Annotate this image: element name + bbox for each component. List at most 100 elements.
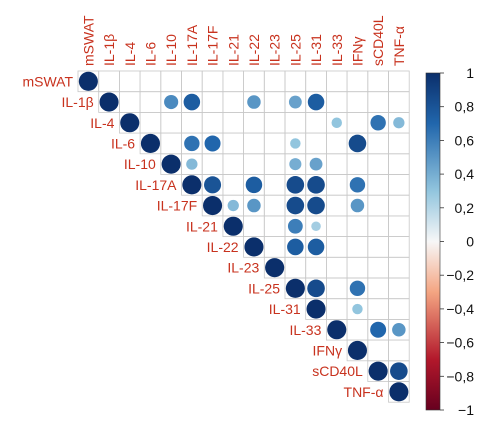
grid-cell xyxy=(160,132,182,155)
corr-il-6-il-17f xyxy=(204,135,221,152)
corr-il-22-il-25 xyxy=(287,238,304,256)
grid-cell xyxy=(243,132,265,155)
corr-il-25-il-31 xyxy=(307,279,325,298)
grid-cell xyxy=(388,381,410,403)
grid-cell xyxy=(325,236,348,258)
grid-cell xyxy=(222,132,244,155)
row-label-il-10: IL-10 xyxy=(124,156,156,172)
grid-cell xyxy=(325,277,348,300)
corr-il-6-ifngamma xyxy=(348,134,367,153)
corr-il-4-scd40l xyxy=(370,115,386,131)
corr-il-21-il-31 xyxy=(311,221,321,232)
grid-cell xyxy=(263,132,286,155)
col-label-il-31: IL-31 xyxy=(308,34,324,66)
corr-scd40l-scd40l xyxy=(368,361,388,381)
row-label-il-25: IL-25 xyxy=(248,280,280,296)
grid-cell xyxy=(325,153,348,175)
grid-cell xyxy=(305,256,327,279)
col-label-il-6: IL-6 xyxy=(142,42,158,66)
row-label-il-22: IL-22 xyxy=(207,239,239,255)
grid-cell xyxy=(201,91,224,113)
colorbar-tick-label: 0,2 xyxy=(455,200,475,216)
corr-mswat-mswat xyxy=(78,71,98,91)
grid-cell xyxy=(305,70,327,93)
grid-cell xyxy=(346,91,369,113)
colorbar-tick-label: 0 xyxy=(466,234,474,250)
corr-il-22-il-31 xyxy=(307,238,325,256)
row-labels: mSWAT IL-1β IL-4 IL-6 IL-10 IL-17A IL-17F IL-21… xyxy=(22,73,383,400)
grid-cell xyxy=(243,215,265,237)
grid-cell xyxy=(367,70,389,93)
corr-il-10-il-10 xyxy=(161,154,181,174)
grid-cell xyxy=(222,112,244,134)
grid-cell xyxy=(222,174,244,196)
colorbar-tick-label: 0,8 xyxy=(455,99,475,115)
colorbar-tick-label: −0,8 xyxy=(446,368,474,384)
corr-il-1beta-il-22 xyxy=(247,95,261,109)
corr-il-17f-il-31 xyxy=(307,196,325,215)
grid-cell xyxy=(388,256,410,279)
grid-cell xyxy=(181,70,203,93)
grid-cell xyxy=(325,194,348,217)
grid-cell xyxy=(388,194,410,217)
colorbar-tick-label: −0,6 xyxy=(446,335,474,351)
grid-cell xyxy=(325,215,348,237)
grid-cell xyxy=(160,70,182,93)
col-label-il-4: IL-4 xyxy=(122,42,138,66)
row-label-il-23: IL-23 xyxy=(227,260,259,276)
corr-il-17a-il-25 xyxy=(286,176,305,194)
corr-il-1beta-il-1beta xyxy=(99,92,119,112)
grid-cell xyxy=(367,277,389,300)
grid-cell xyxy=(388,91,410,113)
row-label-il-4: IL-4 xyxy=(90,115,114,131)
grid-cell xyxy=(119,91,141,113)
row-label-il-33: IL-33 xyxy=(289,322,321,338)
grid-cell xyxy=(305,132,327,155)
grid-cell xyxy=(325,298,348,320)
grid-cell xyxy=(325,174,348,196)
corr-ifngamma-ifngamma xyxy=(347,340,368,361)
corr-il-4-tnf-alpha xyxy=(393,117,405,129)
grid-cell xyxy=(388,132,410,155)
corr-il-17a-il-17a xyxy=(182,175,202,195)
colorbar-tick-label: 0,4 xyxy=(455,166,475,182)
grid-cell xyxy=(388,70,410,93)
corr-tnf-alpha-tnf-alpha xyxy=(389,382,409,402)
grid-cell xyxy=(263,91,286,113)
grid-cell xyxy=(284,112,307,134)
corr-il-17a-il-17f xyxy=(204,176,222,194)
grid-cell xyxy=(346,215,369,237)
corr-il-21-il-21 xyxy=(223,216,243,236)
row-label-scd40l: sCD40L xyxy=(312,363,363,379)
corr-il-17f-il-21 xyxy=(227,199,239,212)
grid-cell xyxy=(367,339,389,362)
corr-il-10-il-17a xyxy=(186,158,198,170)
grid-cell xyxy=(346,318,369,341)
corr-il-1beta-il-10 xyxy=(164,94,179,110)
corr-il-6-il-25 xyxy=(290,138,301,149)
corr-il-17f-il-17f xyxy=(203,196,223,216)
column-labels: mSWAT IL-1β IL-4 IL-6 IL-10 IL-17A IL-17F IL-21… xyxy=(80,15,407,66)
grid-cell xyxy=(160,112,182,134)
corr-il-22-il-22 xyxy=(244,237,264,257)
col-label-il-23: IL-23 xyxy=(267,34,283,66)
grid-cell xyxy=(98,70,120,93)
corr-il-25-il-25 xyxy=(285,278,305,298)
grid-cell xyxy=(367,153,389,175)
col-label-il-21: IL-21 xyxy=(225,34,241,66)
row-label-tnf-alpha: TNF-α xyxy=(344,384,384,400)
grid-cell xyxy=(263,215,286,237)
corr-il-1beta-il-17a xyxy=(183,93,201,111)
colorbar-tick-label: −1 xyxy=(458,402,474,418)
corr-il-17a-ifngamma xyxy=(349,177,366,193)
col-label-il-22: IL-22 xyxy=(246,34,262,66)
color-scale-bar xyxy=(425,72,441,411)
col-label-ifngamma: IFNγ xyxy=(349,36,365,66)
grid-cell xyxy=(263,174,286,196)
grid-cell xyxy=(119,70,141,93)
colorbar-tick-label: −0,4 xyxy=(446,301,474,317)
row-label-il-31: IL-31 xyxy=(269,301,301,317)
corr-il-25-ifngamma xyxy=(349,280,366,297)
grid-cell xyxy=(367,236,389,258)
corr-il-31-ifngamma xyxy=(352,303,363,315)
